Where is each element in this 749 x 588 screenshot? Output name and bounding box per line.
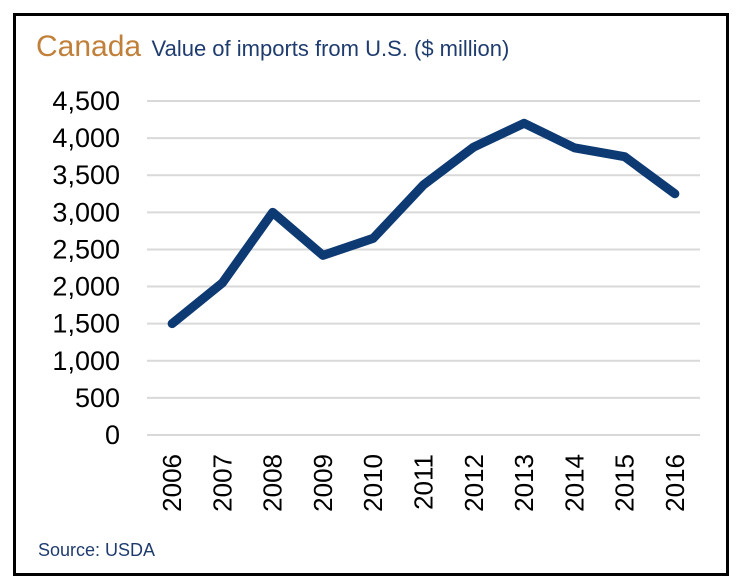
x-tick-label: 2012 — [459, 454, 489, 512]
x-tick-label: 2010 — [358, 454, 388, 512]
series-lines — [167, 118, 680, 329]
x-tick-label: 2015 — [610, 454, 640, 512]
y-tick-label: 500 — [75, 383, 120, 413]
chart-subtitle: Value of imports from U.S. ($ million) — [151, 36, 510, 61]
x-tick-label: 2011 — [409, 454, 439, 510]
y-tick-label: 4,000 — [52, 123, 120, 153]
x-axis-ticks: 2006 2007 2008 2009 2010 2011 2012 2013 2014 2015… — [157, 454, 690, 512]
y-tick-label: 4,500 — [52, 86, 120, 116]
y-tick-label: 1,000 — [52, 346, 120, 376]
x-tick-label: 2006 — [157, 454, 187, 512]
x-tick-label: 2016 — [660, 454, 690, 512]
y-tick-label: 1,500 — [52, 309, 120, 339]
y-tick-label: 2,500 — [52, 234, 120, 264]
gridlines — [147, 100, 700, 436]
x-tick-label: 2009 — [308, 454, 338, 512]
chart-frame: Canada Value of imports from U.S. ($ mil… — [13, 13, 729, 576]
y-tick-label: 3,500 — [52, 160, 120, 190]
x-tick-label: 2007 — [207, 454, 237, 512]
chart-source: Source: USDA — [38, 540, 156, 560]
chart-title-row: Canada Value of imports from U.S. ($ mil… — [36, 30, 509, 64]
x-tick-label: 2008 — [258, 454, 288, 512]
chart-title: Canada — [36, 30, 142, 63]
x-tick-label: 2014 — [559, 454, 589, 512]
x-tick-label: 2013 — [509, 454, 539, 512]
y-tick-label: 2,000 — [52, 272, 120, 302]
series-line — [167, 118, 680, 329]
y-axis-ticks: 0 500 1,000 1,500 2,000 2,500 3,000 3,500 4,000 4… — [52, 86, 120, 450]
y-tick-label: 0 — [105, 420, 120, 450]
y-tick-label: 3,000 — [52, 197, 120, 227]
